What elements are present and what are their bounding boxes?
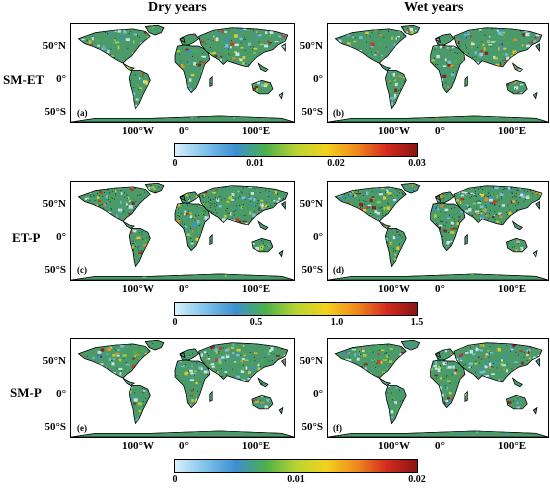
lat-label-50n: 50°N [42, 40, 66, 52]
lat-label-50s: 50°S [301, 264, 323, 276]
lat-label-0: 0° [313, 231, 323, 243]
colorbar-tick: 1.0 [330, 317, 344, 328]
lat-label-50n: 50°N [299, 198, 323, 210]
landmass [328, 430, 548, 437]
world-map [328, 182, 548, 280]
landmass [71, 115, 294, 122]
lon-label-100e: 100°E [497, 283, 527, 295]
lon-label-100w: 100°W [378, 125, 410, 137]
colorbar-et-p [174, 302, 418, 316]
lon-label-0: 0° [435, 283, 445, 295]
world-map [71, 182, 294, 280]
lon-label-0: 0° [179, 125, 189, 137]
lon-label-0: 0° [179, 283, 189, 295]
lon-label-100w: 100°W [122, 440, 154, 452]
panel-label-a: (a) [77, 108, 88, 118]
panel-label-e: (e) [77, 423, 87, 433]
colorbar-tick: 0.5 [249, 317, 263, 328]
column-title-dry: Dry years [148, 0, 207, 15]
panel-label-d: (d) [333, 265, 344, 275]
lat-label-50n: 50°N [299, 40, 323, 52]
lat-label-50s: 50°S [44, 106, 66, 118]
row-label-sm-p: SM-P [10, 385, 42, 400]
lat-label-50n: 50°N [42, 198, 66, 210]
map-panel-b [327, 23, 549, 123]
colorbar-tick: 0.03 [408, 158, 426, 169]
landmass [71, 273, 294, 280]
world-map [71, 24, 294, 122]
world-map [328, 24, 548, 122]
row-label-et-p: ET-P [12, 230, 41, 245]
colorbar-tick: 0.02 [408, 474, 426, 485]
colorbar-tick: 0.02 [327, 158, 345, 169]
landmass [430, 44, 466, 94]
lon-label-100e: 100°E [241, 125, 271, 137]
world-map [328, 339, 548, 437]
lat-label-0: 0° [313, 388, 323, 400]
lat-label-0: 0° [313, 73, 323, 85]
lat-label-0: 0° [56, 388, 66, 400]
lon-label-100e: 100°E [241, 440, 271, 452]
colorbar-tick: 1.5 [410, 317, 424, 328]
map-panel-e [70, 338, 295, 438]
colorbar-tick: 0 [172, 474, 178, 485]
panel-label-f: (f) [333, 423, 342, 433]
colorbar-tick: 0 [172, 317, 178, 328]
colorbar-tick: 0.01 [287, 474, 305, 485]
lon-label-100e: 100°E [497, 440, 527, 452]
lon-label-100e: 100°E [241, 283, 271, 295]
map-panel-f [327, 338, 549, 438]
lon-label-100w: 100°W [122, 125, 154, 137]
colorbar-sm-p [174, 459, 418, 473]
lon-label-0: 0° [435, 125, 445, 137]
panel-label-b: (b) [333, 108, 344, 118]
row-label-sm-et: SM-ET [3, 72, 45, 87]
lon-label-100w: 100°W [378, 440, 410, 452]
colorbar-tick: 0 [172, 158, 178, 169]
lat-label-50s: 50°S [301, 106, 323, 118]
lat-label-0: 0° [56, 231, 66, 243]
landmass [328, 273, 548, 280]
lat-label-0: 0° [56, 73, 66, 85]
lon-label-0: 0° [435, 440, 445, 452]
column-title-wet: Wet years [404, 0, 464, 15]
map-panel-d [327, 181, 549, 281]
lat-label-50n: 50°N [42, 355, 66, 367]
lat-label-50s: 50°S [44, 421, 66, 433]
lat-label-50n: 50°N [299, 355, 323, 367]
lon-label-0: 0° [179, 440, 189, 452]
map-panel-c [70, 181, 295, 281]
lat-label-50s: 50°S [301, 421, 323, 433]
lon-label-100w: 100°W [378, 283, 410, 295]
colorbar-sm-et [174, 143, 418, 157]
lon-label-100w: 100°W [122, 283, 154, 295]
landmass [71, 430, 294, 437]
panel-label-c: (c) [77, 265, 87, 275]
lat-label-50s: 50°S [44, 264, 66, 276]
map-panel-a [70, 23, 295, 123]
colorbar-tick: 0.01 [246, 158, 264, 169]
lon-label-100e: 100°E [497, 125, 527, 137]
world-map [71, 339, 294, 437]
